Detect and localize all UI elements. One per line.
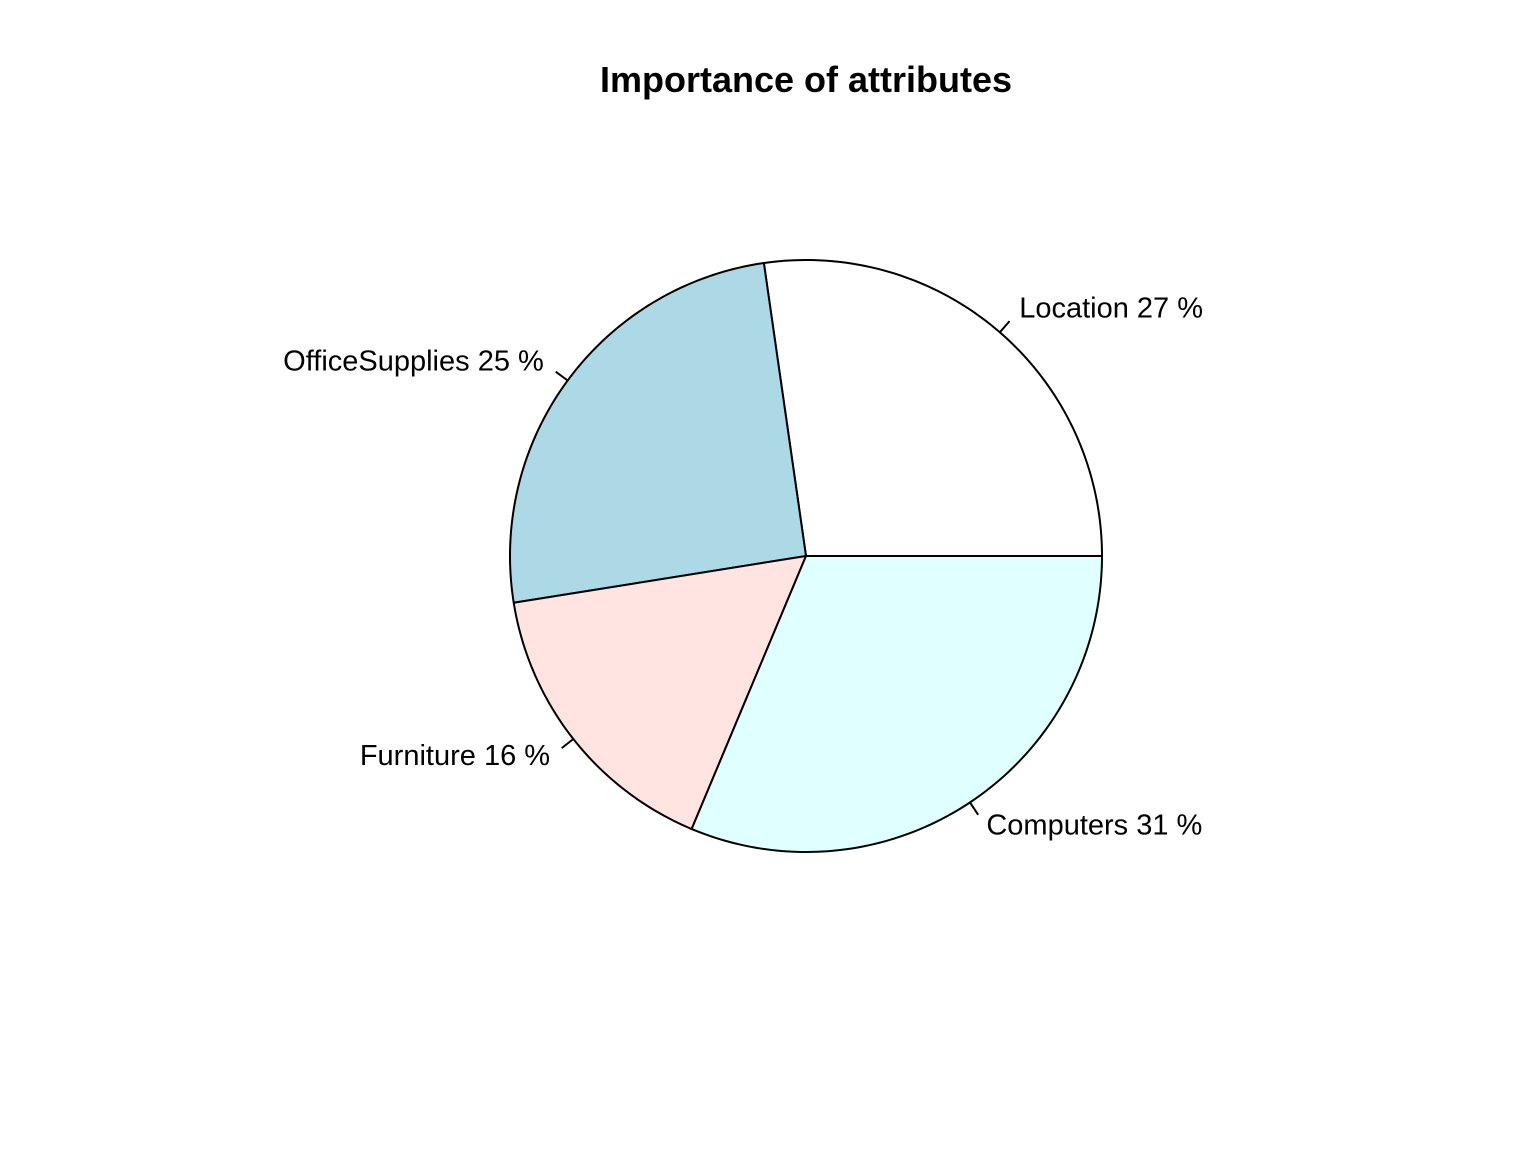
pie-label-ticks <box>555 320 1011 816</box>
pie-slice-location <box>762 259 1103 557</box>
pie-slices <box>509 259 1103 853</box>
pie-tick-location <box>999 320 1011 333</box>
pie-slice-officesupplies <box>509 262 807 604</box>
pie-tick-furniture <box>561 738 574 749</box>
pie-label-furniture: Furniture 16 % <box>360 740 550 772</box>
chart-title: Importance of attributes <box>600 59 1012 100</box>
pie-tick-officesupplies <box>555 370 569 382</box>
pie-slice-furniture <box>512 555 807 831</box>
pie-label-officesupplies: OfficeSupplies 25 % <box>283 346 544 378</box>
pie-slice-computers <box>690 555 1103 853</box>
pie-label-location: Location 27 % <box>1019 293 1203 325</box>
pie-label-computers: Computers 31 % <box>986 810 1202 842</box>
pie-tick-computers <box>969 801 979 816</box>
pie-labels: Location 27 % OfficeSupplies 25 % Furnitur… <box>283 293 1203 842</box>
